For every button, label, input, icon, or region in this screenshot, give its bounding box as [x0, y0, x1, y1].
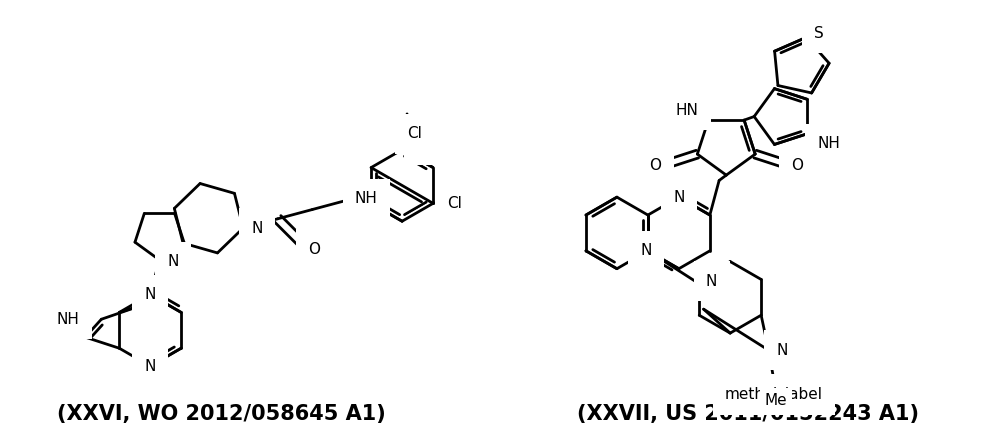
Text: Me: Me: [765, 392, 787, 408]
Text: NH: NH: [57, 312, 79, 327]
Text: Cl: Cl: [447, 196, 462, 211]
Text: S: S: [814, 26, 824, 41]
Text: O: O: [791, 158, 803, 173]
Text: (XXVII, US 2011/0152243 A1): (XXVII, US 2011/0152243 A1): [577, 404, 919, 424]
Text: HN: HN: [676, 103, 698, 118]
Text: N: N: [167, 254, 179, 269]
Text: methyl_label: methyl_label: [725, 386, 823, 403]
Text: N: N: [145, 358, 156, 373]
Text: O: O: [649, 158, 661, 173]
Text: N: N: [673, 190, 685, 205]
Text: (XXVI, WO 2012/058645 A1): (XXVI, WO 2012/058645 A1): [57, 404, 386, 424]
Text: N: N: [640, 243, 652, 258]
Text: N: N: [145, 287, 156, 302]
Text: N: N: [777, 343, 788, 358]
Text: Cl: Cl: [416, 138, 431, 153]
Text: Cl: Cl: [447, 200, 462, 215]
Text: N: N: [251, 221, 262, 236]
Text: NH: NH: [817, 136, 840, 151]
Text: Cl: Cl: [407, 126, 422, 141]
Text: NH: NH: [355, 191, 378, 206]
Text: O: O: [308, 241, 320, 256]
Text: N: N: [706, 273, 717, 288]
